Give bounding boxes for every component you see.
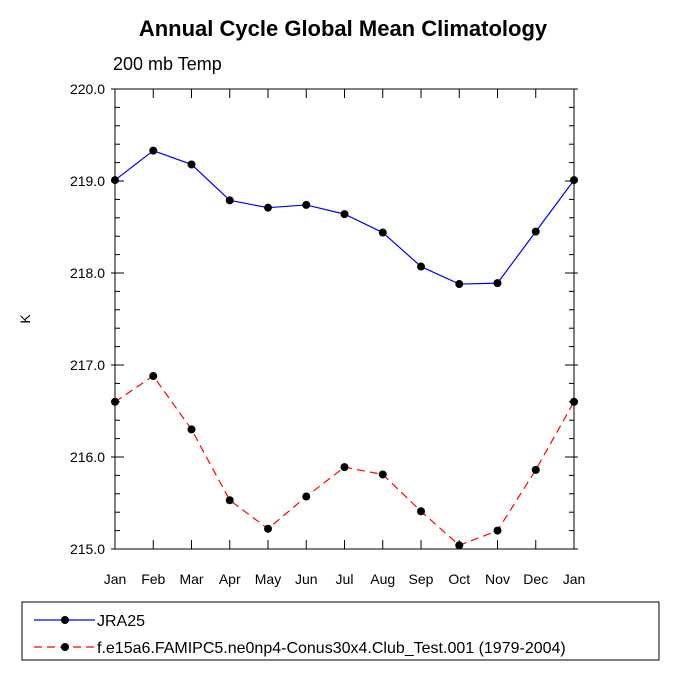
series-1-point [187, 160, 196, 169]
x-tick-label: Jan [104, 571, 127, 587]
x-tick-label: Sep [409, 571, 434, 587]
x-tick-label: Feb [141, 571, 165, 587]
x-tick-label: Aug [370, 571, 395, 587]
series-2-point [302, 492, 311, 501]
legend: JRA25 f.e15a6.FAMIPC5.ne0np4-Conus30x4.Cl… [21, 601, 660, 661]
series-1-point [149, 146, 158, 155]
series-2-point [340, 463, 349, 472]
series-line-2 [114, 375, 575, 547]
series-2-point [264, 524, 272, 533]
x-tick-label: May [255, 571, 281, 587]
y-tick-label: 219.0 [70, 173, 105, 189]
series-2-point [378, 470, 387, 479]
x-tick-label: Apr [219, 571, 241, 587]
series-1-point [264, 203, 272, 212]
x-tick-label: Mar [179, 571, 203, 587]
chart-title: Annual Cycle Global Mean Climatology [139, 16, 548, 41]
series-1-point [340, 210, 349, 219]
x-tick-label: Nov [485, 571, 510, 587]
y-tick-label: 216.0 [70, 449, 105, 465]
series-1-point [531, 227, 540, 236]
legend-marker-2 [61, 643, 69, 651]
y-tick-labels: 215.0 216.0 217.0 218.0 219.0 220.0 [70, 81, 105, 557]
series-1-point [455, 280, 464, 289]
series-2-point [531, 465, 540, 474]
series-1-point [302, 200, 311, 209]
y-axis-label: K [17, 314, 33, 324]
series-2-point [187, 425, 196, 434]
chart-subtitle: 200 mb Temp [113, 54, 222, 74]
axis-ticks [111, 88, 578, 550]
series-2-point [455, 541, 464, 550]
series-2-point [149, 372, 158, 381]
legend-label-2: f.e15a6.FAMIPC5.ne0np4-Conus30x4.Club_Te… [97, 640, 566, 657]
series-2-point [417, 507, 425, 516]
series-1-point [225, 196, 234, 205]
y-tick-label: 220.0 [70, 81, 105, 97]
series-1-point [493, 279, 502, 288]
series-1-point [378, 228, 387, 237]
series-2-point [225, 496, 234, 505]
legend-box [21, 601, 660, 661]
x-tick-label: Jul [336, 571, 354, 587]
plot-frame [114, 88, 575, 550]
x-tick-label: Jun [295, 571, 318, 587]
legend-marker-1 [61, 616, 69, 624]
x-tick-label: Jan [563, 571, 586, 587]
x-tick-label: Oct [448, 571, 470, 587]
y-tick-label: 215.0 [70, 541, 105, 557]
series-1-point [417, 262, 425, 271]
legend-label-1: JRA25 [97, 613, 145, 630]
y-tick-label: 217.0 [70, 357, 105, 373]
y-tick-label: 218.0 [70, 265, 105, 281]
series-layer [111, 146, 578, 550]
series-2-point [493, 526, 502, 535]
x-tick-labels: Jan Feb Mar Apr May Jun Jul Aug Sep Oct Nov Dec Jan [104, 571, 586, 587]
x-tick-label: Dec [523, 571, 548, 587]
